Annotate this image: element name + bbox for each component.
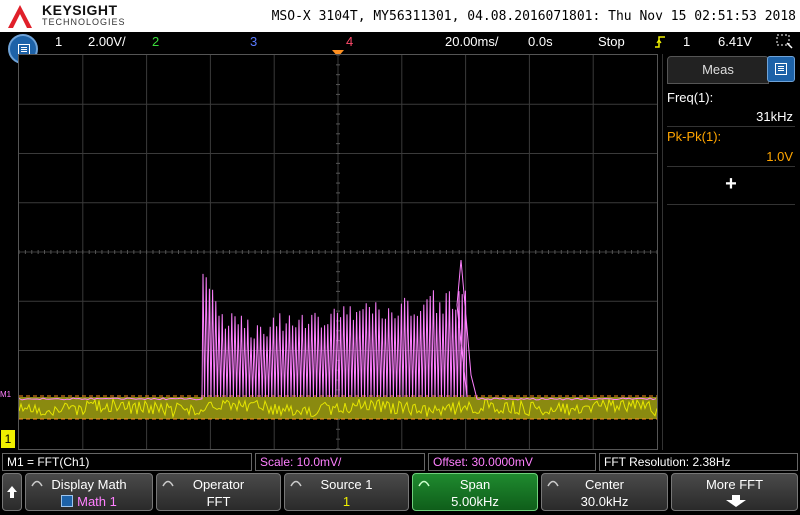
ch3-label[interactable]: 3 <box>250 34 257 49</box>
instrument-title: MSO-X 3104T, MY56311301, 04.08.201607180… <box>272 9 796 24</box>
softkey-title: Source 1 <box>285 477 408 492</box>
softkey-value: 1 <box>285 494 408 509</box>
add-measurement-button[interactable]: + <box>719 172 743 196</box>
center-softkey[interactable]: Center 30.0kHz <box>541 473 668 511</box>
title-bar: KEYSIGHT TECHNOLOGIES MSO-X 3104T, MY563… <box>0 0 800 32</box>
trigger-source[interactable]: 1 <box>683 34 690 49</box>
math-scale: Scale: 10.0mV/ <box>255 453 425 471</box>
trigger-level[interactable]: 6.41V <box>718 34 752 49</box>
waveform-canvas <box>19 55 657 449</box>
checkbox-icon <box>61 495 73 507</box>
softkey-title: Center <box>542 477 667 492</box>
meas-pkpk-value: 1.0V <box>766 149 793 164</box>
measurement-panel: Meas Freq(1): 31kHz Pk-Pk(1): 1.0V + <box>662 54 800 450</box>
meas-pkpk-label: Pk-Pk(1): <box>667 129 721 144</box>
softkey-bar: Display Math Math 1 Operator FFT Source … <box>0 472 800 512</box>
brand-name: KEYSIGHT <box>42 2 118 18</box>
divider <box>667 126 795 127</box>
tab-meas[interactable]: Meas <box>667 56 769 84</box>
math-definition: M1 = FFT(Ch1) <box>2 453 252 471</box>
touch-lock-icon[interactable] <box>776 34 794 50</box>
operator-softkey[interactable]: Operator FFT <box>156 473 281 511</box>
meas-freq-value: 31kHz <box>756 109 793 124</box>
softkey-title: Operator <box>157 477 280 492</box>
side-menu-button[interactable] <box>767 56 795 82</box>
ch2-label[interactable]: 2 <box>152 34 159 49</box>
span-softkey[interactable]: Span 5.00kHz <box>412 473 538 511</box>
softkey-title: Display Math <box>26 477 152 492</box>
softkey-title: Span <box>413 477 537 492</box>
up-arrow-icon <box>3 474 21 510</box>
softkey-value: Math 1 <box>77 494 117 509</box>
ch1-label[interactable]: 1 <box>55 34 62 49</box>
run-state[interactable]: Stop <box>598 34 625 49</box>
softkey-title: More FFT <box>672 477 797 492</box>
horizontal-delay[interactable]: 0.0s <box>528 34 553 49</box>
math-marker[interactable]: M1 <box>0 390 16 400</box>
source-softkey[interactable]: Source 1 1 <box>284 473 409 511</box>
divider <box>667 166 795 167</box>
display-math-softkey[interactable]: Display Math Math 1 <box>25 473 153 511</box>
fft-resolution: FFT Resolution: 2.38Hz <box>599 453 798 471</box>
down-arrow-icon <box>724 494 748 508</box>
brand-subtitle: TECHNOLOGIES <box>42 17 126 27</box>
ch1-scale[interactable]: 2.00V/ <box>88 34 126 49</box>
ch1-ground-marker[interactable]: 1 <box>1 430 15 448</box>
waveform-display[interactable] <box>18 54 658 450</box>
math-offset: Offset: 30.0000mV <box>428 453 596 471</box>
trigger-edge-icon <box>654 35 666 49</box>
back-button[interactable] <box>2 473 22 511</box>
math-info-bar: M1 = FFT(Ch1) Scale: 10.0mV/ Offset: 30.… <box>0 452 800 472</box>
status-bar: 1 2.00V/ 2 3 4 20.00ms/ 0.0s Stop 1 6.41… <box>0 32 800 52</box>
softkey-value: 5.00kHz <box>413 494 537 509</box>
menu-icon <box>775 63 787 75</box>
keysight-logo-icon <box>6 2 34 30</box>
softkey-value: 30.0kHz <box>542 494 667 509</box>
meas-freq-label: Freq(1): <box>667 90 713 105</box>
more-fft-softkey[interactable]: More FFT <box>671 473 798 511</box>
softkey-value: FFT <box>157 494 280 509</box>
ch4-label[interactable]: 4 <box>346 34 353 49</box>
divider <box>667 204 795 205</box>
timebase-scale[interactable]: 20.00ms/ <box>445 34 498 49</box>
